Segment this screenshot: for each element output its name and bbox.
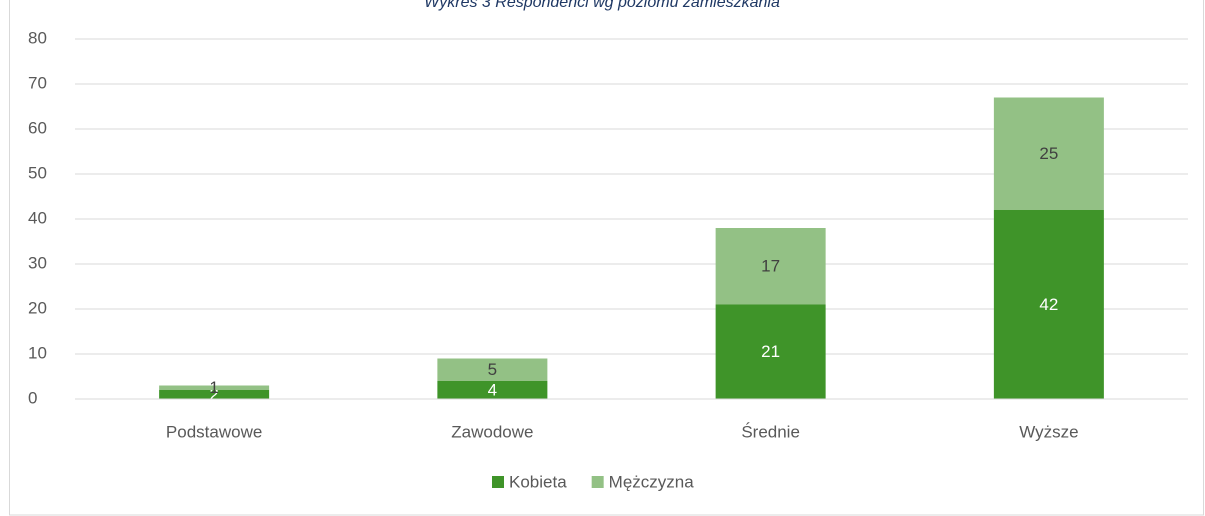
- data-label: 2: [209, 385, 218, 404]
- chart-title: Wykres 3 Respondenci wg poziomu zamieszk…: [424, 0, 780, 11]
- y-tick-label: 80: [28, 28, 47, 47]
- y-tick-label: 20: [28, 298, 47, 317]
- bar-segment: [159, 390, 270, 399]
- x-tick-label: Średnie: [741, 422, 800, 441]
- y-tick-label: 40: [28, 208, 47, 227]
- bar-segment: [159, 385, 270, 390]
- legend-label: Kobieta: [509, 472, 567, 491]
- data-label: 25: [1039, 144, 1058, 163]
- x-tick-label: Wyższe: [1019, 422, 1078, 441]
- y-tick-label: 30: [28, 253, 47, 272]
- y-tick-label: 70: [28, 73, 47, 92]
- data-label: 21: [761, 342, 780, 361]
- data-label: 17: [761, 257, 780, 276]
- legend-swatch: [492, 476, 504, 488]
- x-tick-label: Podstawowe: [166, 422, 262, 441]
- bar-segment: [437, 358, 548, 381]
- legend-swatch: [591, 476, 604, 488]
- bar-segment: [715, 228, 826, 305]
- legend-label: Mężczyzna: [609, 472, 695, 491]
- data-label: 4: [488, 380, 497, 399]
- data-label: 5: [488, 360, 497, 379]
- y-tick-label: 0: [28, 388, 37, 407]
- chart-border: [9, 0, 1204, 516]
- bar-segment: [993, 97, 1104, 210]
- bar-segment: [715, 304, 826, 399]
- y-tick-label: 50: [28, 163, 47, 182]
- y-tick-label: 10: [28, 343, 47, 362]
- data-label: 42: [1039, 295, 1058, 314]
- bar-segment: [437, 381, 548, 399]
- bar-segment: [993, 210, 1104, 399]
- y-tick-label: 60: [28, 118, 47, 137]
- data-label: 1: [209, 378, 218, 397]
- x-tick-label: Zawodowe: [451, 422, 533, 441]
